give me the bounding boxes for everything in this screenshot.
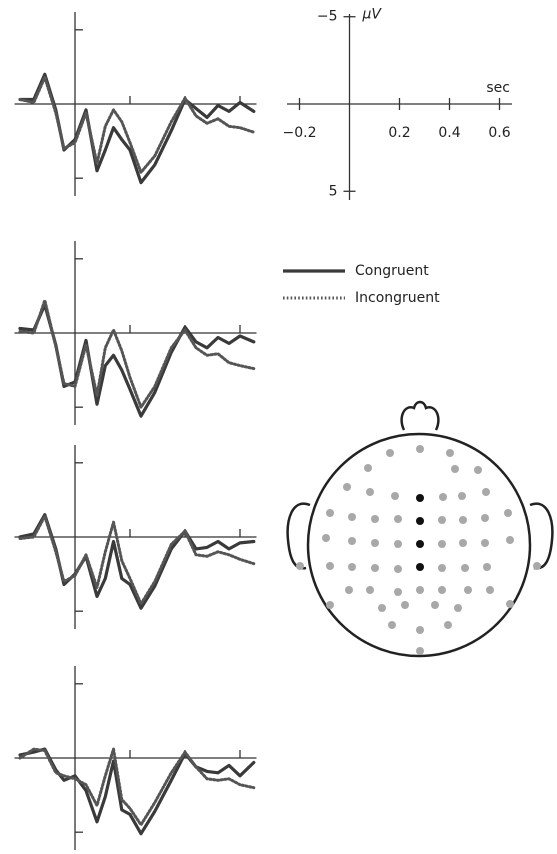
electrode [438, 540, 446, 548]
electrode [348, 513, 356, 521]
electrode [388, 621, 396, 629]
waveform [20, 749, 254, 825]
electrode [461, 564, 469, 572]
x-axis-label: sec [486, 80, 510, 96]
x-tick-label: −0.2 [283, 125, 317, 141]
electrode-highlight [416, 563, 424, 571]
electrode [343, 483, 351, 491]
electrode [394, 588, 402, 596]
electrode [394, 515, 402, 523]
electrode [322, 534, 330, 542]
electrode [394, 565, 402, 573]
figure: −0.2 0.2 0.4 0.6 −5 5 μV sec Congruent Incongruen… [0, 0, 557, 854]
electrode [296, 562, 304, 570]
legend-label: Congruent [355, 263, 429, 279]
electrode [371, 515, 379, 523]
electrode [366, 488, 374, 496]
waveform [20, 74, 254, 182]
electrode-highlight [416, 494, 424, 502]
electrode [438, 516, 446, 524]
electrode [506, 536, 514, 544]
waveform [20, 300, 254, 407]
electrode [481, 539, 489, 547]
electrode [438, 586, 446, 594]
electrode [458, 492, 466, 500]
electrode [431, 601, 439, 609]
electrode [444, 621, 452, 629]
electrode [378, 604, 386, 612]
electrode [394, 540, 402, 548]
electrode [481, 514, 489, 522]
electrode [451, 465, 459, 473]
electrode [486, 586, 494, 594]
x-tick-label: 0.6 [488, 125, 510, 141]
waveform [20, 77, 254, 172]
electrode [446, 449, 454, 457]
electrode [474, 466, 482, 474]
electrode [326, 601, 334, 609]
left-ear [288, 504, 310, 569]
electrode [459, 539, 467, 547]
electrode [416, 586, 424, 594]
electrode [371, 539, 379, 547]
electrode [348, 563, 356, 571]
electrode [326, 562, 334, 570]
legend-label: Incongruent [355, 290, 440, 306]
right-ear [530, 504, 552, 569]
electrode [506, 600, 514, 608]
electrode [366, 586, 374, 594]
electrode [533, 562, 541, 570]
electrode [464, 586, 472, 594]
electrode [326, 509, 334, 517]
electrode [364, 464, 372, 472]
waveform [20, 516, 254, 604]
electrode [416, 626, 424, 634]
y-axis-label: μV [362, 7, 383, 23]
electrode [401, 601, 409, 609]
y-tick-label: −5 [317, 9, 338, 25]
electrode-highlight [416, 540, 424, 548]
electrode [504, 509, 512, 517]
electrode [439, 493, 447, 501]
electrode [348, 537, 356, 545]
nose [402, 402, 439, 430]
electrode [482, 488, 490, 496]
electrode [438, 564, 446, 572]
y-tick-label: 5 [329, 183, 338, 199]
x-tick-label: 0.4 [438, 125, 460, 141]
electrode [371, 564, 379, 572]
electrode [391, 492, 399, 500]
head-map [288, 402, 553, 656]
electrode [416, 647, 424, 655]
electrode [483, 563, 491, 571]
electrode [386, 449, 394, 457]
electrode-highlight [416, 517, 424, 525]
electrode [416, 445, 424, 453]
electrode [454, 604, 462, 612]
electrode [459, 516, 467, 524]
x-tick-label: 0.2 [388, 125, 410, 141]
electrode [345, 586, 353, 594]
